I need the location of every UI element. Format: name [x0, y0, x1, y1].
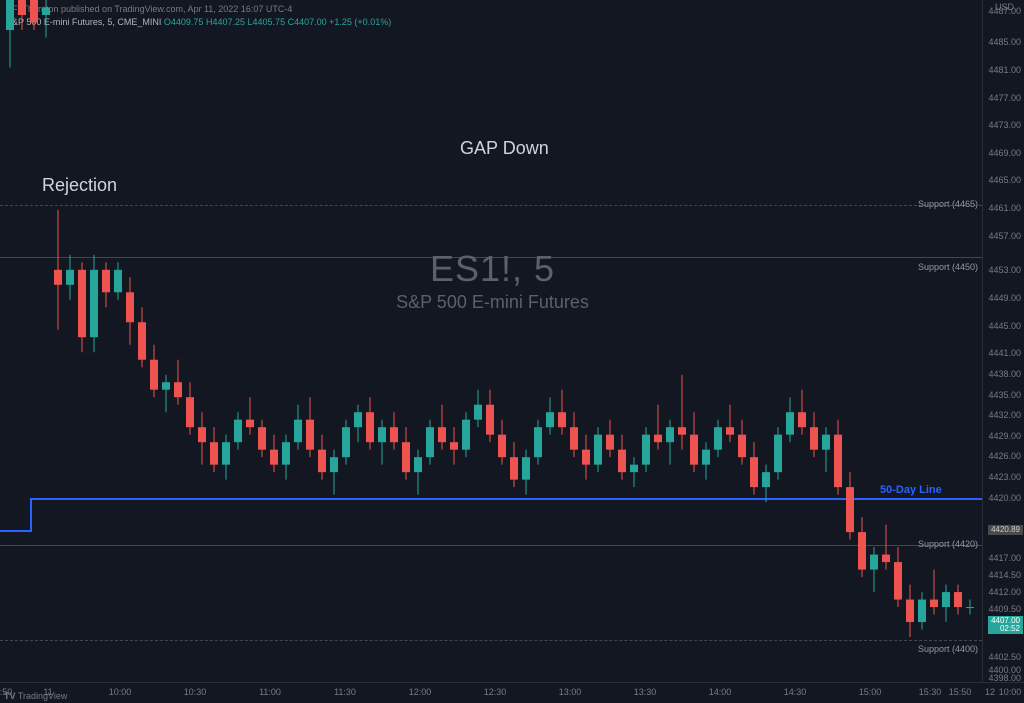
close-price-tag: 4407.0002:52 [988, 616, 1023, 634]
price-label: 4449.00 [988, 293, 1021, 303]
price-label: 4453.00 [988, 265, 1021, 275]
support-label: Support (4465) [918, 199, 978, 209]
price-label: 4487.00 [988, 6, 1021, 16]
price-label: 4426.00 [988, 451, 1021, 461]
time-label: 15:30 [919, 687, 942, 697]
time-label: 13:30 [634, 687, 657, 697]
support-label: Support (4450) [918, 262, 978, 272]
price-label: 4457.00 [988, 231, 1021, 241]
time-axis[interactable]: :501110:0010:3011:0011:3012:0012:3013:00… [0, 682, 1024, 703]
price-label: 4481.00 [988, 65, 1021, 75]
time-label: 15:00 [859, 687, 882, 697]
time-label: 10:30 [184, 687, 207, 697]
price-label: 4473.00 [988, 120, 1021, 130]
price-label: 4432.00 [988, 410, 1021, 420]
candlestick-chart [0, 0, 982, 682]
price-label: 4469.00 [988, 148, 1021, 158]
price-label: 4445.00 [988, 321, 1021, 331]
time-label: 10:00 [109, 687, 132, 697]
price-label: 4420.00 [988, 493, 1021, 503]
price-label: 4409.50 [988, 604, 1021, 614]
price-label: 4414.50 [988, 570, 1021, 580]
time-label: 14:00 [709, 687, 732, 697]
support-label: Support (4400) [918, 644, 978, 654]
time-label: 11:30 [334, 687, 356, 697]
price-label: 4485.00 [988, 37, 1021, 47]
time-label: 13:00 [559, 687, 582, 697]
price-label: 4417.00 [988, 553, 1021, 563]
price-label: 4423.00 [988, 472, 1021, 482]
time-label: 14:30 [784, 687, 807, 697]
price-axis[interactable]: USD 4487.004485.004481.004477.004473.004… [982, 0, 1024, 682]
price-label: 4461.00 [988, 203, 1021, 213]
tradingview-logo: TV TradingView [4, 691, 67, 701]
price-label: 4441.00 [988, 348, 1021, 358]
annotation-gap: GAP Down [460, 138, 549, 159]
price-label: 4465.00 [988, 175, 1021, 185]
time-label: 12:30 [484, 687, 507, 697]
time-label: 11:00 [259, 687, 281, 697]
ma-price-tag: 4420.89 [988, 525, 1023, 535]
support-label: Support (4420) [918, 539, 978, 549]
price-label: 4435.00 [988, 390, 1021, 400]
price-label: 4402.50 [988, 652, 1021, 662]
annotation-rejection: Rejection [42, 175, 117, 196]
price-label: 4412.00 [988, 587, 1021, 597]
time-label: 12 [985, 687, 995, 697]
time-label: 15:50 [949, 687, 972, 697]
price-label: 4429.00 [988, 431, 1021, 441]
price-label: 4438.00 [988, 369, 1021, 379]
annotation-ma: 50-Day Line [880, 484, 942, 496]
time-label: 12:00 [409, 687, 432, 697]
chart-area[interactable]: AF_Thornton published on TradingView.com… [0, 0, 1024, 703]
price-label: 4477.00 [988, 93, 1021, 103]
time-label: 10:00 [999, 687, 1022, 697]
